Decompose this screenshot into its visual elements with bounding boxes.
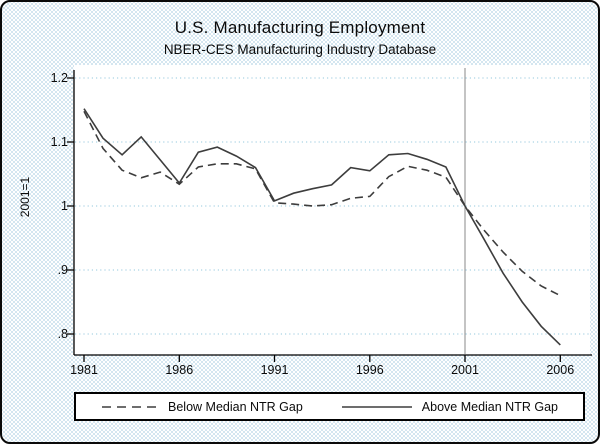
y-axis-tick-label: 1.2 [50, 71, 68, 85]
y-axis-tick-label: 1.1 [50, 135, 68, 149]
chart-title: U.S. Manufacturing Employment [174, 18, 426, 37]
y-axis-tick-label: 1 [61, 199, 68, 213]
legend-item-above-median: Above Median NTR Gap [341, 400, 558, 414]
legend-item-below-median: Below Median NTR Gap [101, 400, 303, 414]
plot-background [74, 65, 590, 355]
chart-subtitle: NBER-CES Manufacturing Industry Database [163, 42, 437, 57]
x-axis-tick-label: 1981 [70, 363, 98, 377]
legend-label-below-median: Below Median NTR Gap [168, 399, 303, 414]
x-axis-tick-label: 1986 [165, 363, 194, 377]
series-above-median-ntr-gap [83, 108, 561, 346]
x-axis-tick-label: 1991 [260, 363, 289, 377]
x-axis-tick-label: 2001 [451, 363, 479, 377]
series-below-median-ntr-gap [83, 110, 561, 297]
dashed-line-sample-icon [102, 405, 159, 408]
x-axis-tick-label: 2006 [546, 363, 575, 377]
y-axis-tick-label: .9 [57, 263, 68, 277]
y-axis-tick-label: .8 [57, 327, 68, 341]
legend-label-above-median: Above Median NTR Gap [421, 399, 558, 414]
x-axis-tick-label: 1996 [355, 363, 384, 377]
legend: Below Median NTR Gap Above Median NTR Ga… [74, 392, 585, 421]
solid-line-sample-icon [341, 405, 412, 408]
